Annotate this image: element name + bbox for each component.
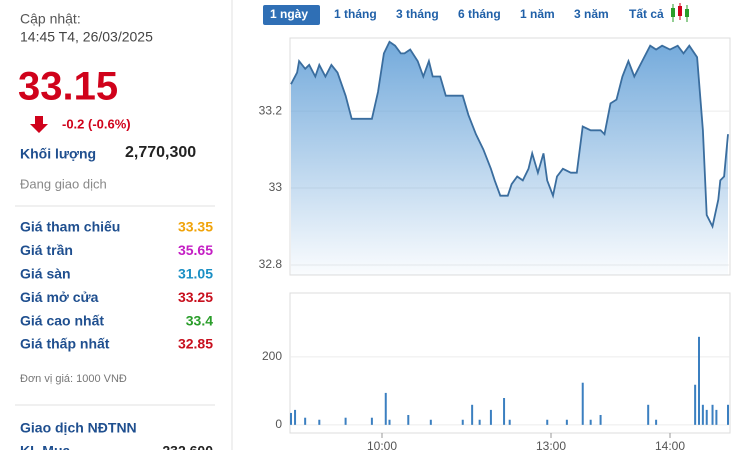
stat-label: Giá cao nhất — [20, 312, 104, 328]
stat-value: 33.25 — [178, 289, 213, 305]
foreign-title: Giao dịch NĐTNN — [20, 420, 137, 436]
icon-candle — [685, 9, 689, 17]
tab[interactable]: 1 ngày — [270, 7, 308, 21]
volume-bar — [478, 419, 481, 425]
volume-bar — [705, 409, 708, 425]
stat-value: 33.35 — [178, 219, 213, 235]
foreign-value: 232,600 — [162, 443, 213, 450]
updated-time: 14:45 T4, 26/03/2025 — [20, 29, 153, 45]
price-line — [290, 40, 729, 230]
price: 33.15 — [18, 65, 118, 109]
volume-bar — [304, 417, 307, 425]
down-arrow — [30, 116, 48, 133]
volume-bar — [715, 409, 718, 425]
volume-bar — [318, 419, 321, 425]
volume-bar — [698, 336, 700, 425]
volume-bar — [711, 404, 714, 425]
volume-bar — [471, 404, 474, 425]
volume-bar — [344, 417, 347, 425]
y-tick-label: 32.8 — [259, 257, 283, 271]
volume-bar — [655, 419, 658, 425]
candle-icon[interactable] — [671, 3, 689, 22]
volume-bar — [589, 419, 592, 425]
volume-bar — [503, 398, 506, 425]
volume-bar — [694, 384, 697, 425]
tab-active-bg[interactable] — [263, 5, 320, 25]
unit-note: Đơn vị giá: 1000 VNĐ — [20, 373, 127, 385]
stat-label: Giá thấp nhất — [20, 336, 110, 352]
stat-value: 33.4 — [186, 312, 213, 328]
tab[interactable]: 3 năm — [574, 7, 609, 21]
volume-bar — [565, 419, 568, 425]
volume-bar — [388, 419, 391, 425]
stat-label: Giá sàn — [20, 266, 71, 282]
volume-bar — [546, 419, 549, 425]
volume-bar — [290, 412, 292, 425]
y-tick-label: 200 — [262, 349, 282, 363]
foreign-label: KL Mua — [20, 443, 71, 450]
tab[interactable]: Tất cả — [629, 7, 664, 21]
volume-bar — [508, 419, 511, 425]
stat-label: Giá trần — [20, 242, 73, 258]
volume-bar — [599, 414, 602, 425]
tab[interactable]: 3 tháng — [396, 7, 439, 21]
volume-bar — [581, 382, 584, 425]
price-change: -0.2 (-0.6%) — [62, 116, 131, 131]
volume-bar — [489, 409, 492, 425]
stat-label: Giá tham chiếu — [20, 219, 120, 235]
volume-bar — [384, 392, 387, 425]
volume-bar — [647, 404, 650, 425]
stat-label: Giá mở cửa — [20, 289, 99, 305]
volume-bar — [370, 417, 373, 425]
volume-bar — [294, 409, 297, 425]
tab[interactable]: 1 năm — [520, 7, 555, 21]
stat-value: 32.85 — [178, 336, 213, 352]
volume: 2,770,300 — [125, 144, 196, 161]
x-tick-label: 10:00 — [367, 439, 397, 450]
stat-value: 31.05 — [178, 266, 213, 282]
icon-candle — [671, 8, 675, 17]
x-tick-label: 13:00 — [536, 439, 566, 450]
tab[interactable]: 6 tháng — [458, 7, 501, 21]
volume-label: Khối lượng — [20, 146, 96, 162]
y-tick-label: 33 — [269, 180, 283, 194]
volume-bar — [429, 419, 432, 425]
plot-frame — [289, 292, 731, 434]
x-tick-label: 14:00 — [655, 439, 685, 450]
updated-label: Cập nhật: — [20, 11, 81, 27]
tab[interactable]: 1 tháng — [334, 7, 377, 21]
y-tick-label: 0 — [275, 417, 282, 431]
price-area — [291, 41, 728, 275]
status: Đang giao dịch — [20, 176, 107, 191]
volume-bar — [727, 404, 729, 425]
volume-bar — [461, 419, 464, 425]
volume-bar — [701, 404, 704, 425]
icon-candle — [678, 6, 682, 16]
y-tick-label: 33.2 — [259, 103, 283, 117]
stat-value: 35.65 — [178, 242, 213, 258]
volume-bar — [407, 414, 410, 425]
